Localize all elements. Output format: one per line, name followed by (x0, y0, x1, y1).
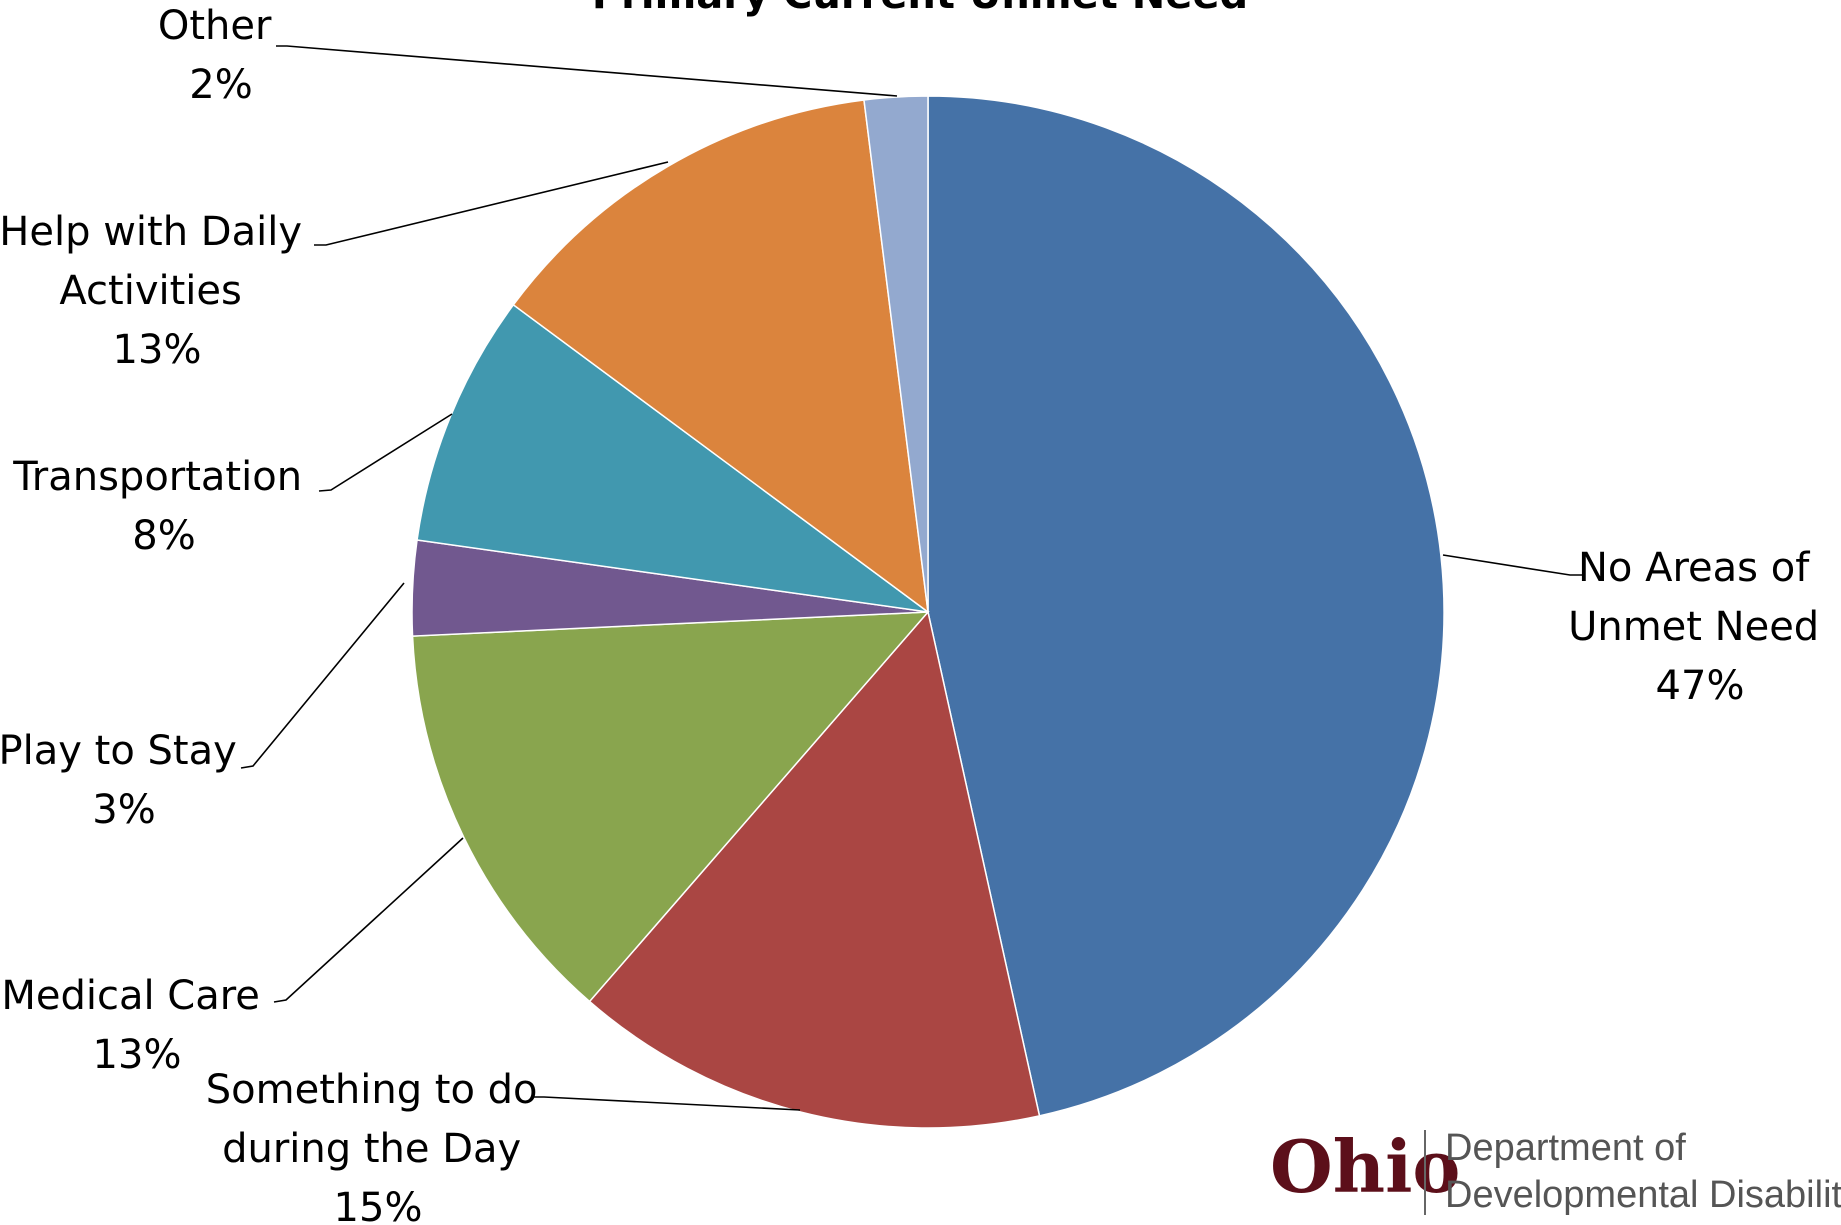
label-something-pct: 15% (334, 1185, 423, 1225)
label-no-areas-pct: 47% (1656, 663, 1745, 709)
label-something-line1: Something to do (206, 1067, 538, 1113)
data-labels: No Areas of Unmet Need 47% Something to … (0, 3, 1832, 1225)
label-play: Play to Stay 3% (0, 728, 249, 833)
label-medical: Medical Care 13% (1, 973, 272, 1078)
leader-line-medical (273, 837, 464, 1003)
label-play-pct: 3% (92, 787, 155, 833)
label-play-line1: Play to Stay (0, 728, 237, 774)
ohio-dodd-logo: Ohio Department of Developmental Disabil… (1270, 1124, 1841, 1216)
leader-line-something (532, 1096, 801, 1111)
label-other-line1: Other (158, 3, 272, 49)
label-transport-line1: Transportation (12, 454, 302, 500)
leader-line-transport (318, 413, 453, 492)
leader-line-no-areas (1442, 554, 1582, 576)
logo-wordmark: Ohio (1270, 1124, 1460, 1209)
logo-line2: Developmental Disabilities (1445, 1174, 1841, 1216)
label-other-pct: 2% (189, 62, 252, 108)
leader-line-play (240, 582, 405, 769)
label-other: Other 2% (158, 3, 284, 108)
leader-lines (240, 45, 1582, 1111)
pie-slice-something-to-do-during-the-day (588, 610, 1041, 1129)
label-help: Help with Daily Activities 13% (0, 209, 315, 373)
pie-slice-no-areas-of-unmet-need (927, 95, 1445, 1117)
label-help-pct: 13% (113, 327, 202, 373)
chart-title: Primary Current Unmet Need (592, 0, 1248, 18)
label-something: Something to do during the Day 15% (206, 1067, 551, 1225)
label-help-line2: Activities (59, 268, 241, 314)
label-no-areas: No Areas of Unmet Need 47% (1568, 545, 1832, 709)
pie-slice-medical-care (411, 611, 930, 1003)
pie-slice-other (863, 95, 929, 613)
leader-line-help (314, 161, 669, 246)
label-help-line1: Help with Daily (0, 209, 302, 255)
pie-slices (411, 95, 1445, 1129)
label-no-areas-line2: Unmet Need (1568, 604, 1819, 650)
label-no-areas-line1: No Areas of (1578, 545, 1810, 591)
leader-line-other (276, 45, 898, 97)
label-medical-line1: Medical Care (1, 973, 260, 1019)
label-medical-pct: 13% (93, 1032, 182, 1078)
pie-slice-help-with-daily-activities (512, 99, 929, 614)
label-transport-pct: 8% (132, 513, 195, 559)
logo-line1: Department of (1445, 1127, 1686, 1169)
label-something-line2: during the Day (222, 1126, 521, 1172)
pie-slice-transportation (416, 303, 929, 613)
label-transport: Transportation 8% (12, 454, 315, 559)
